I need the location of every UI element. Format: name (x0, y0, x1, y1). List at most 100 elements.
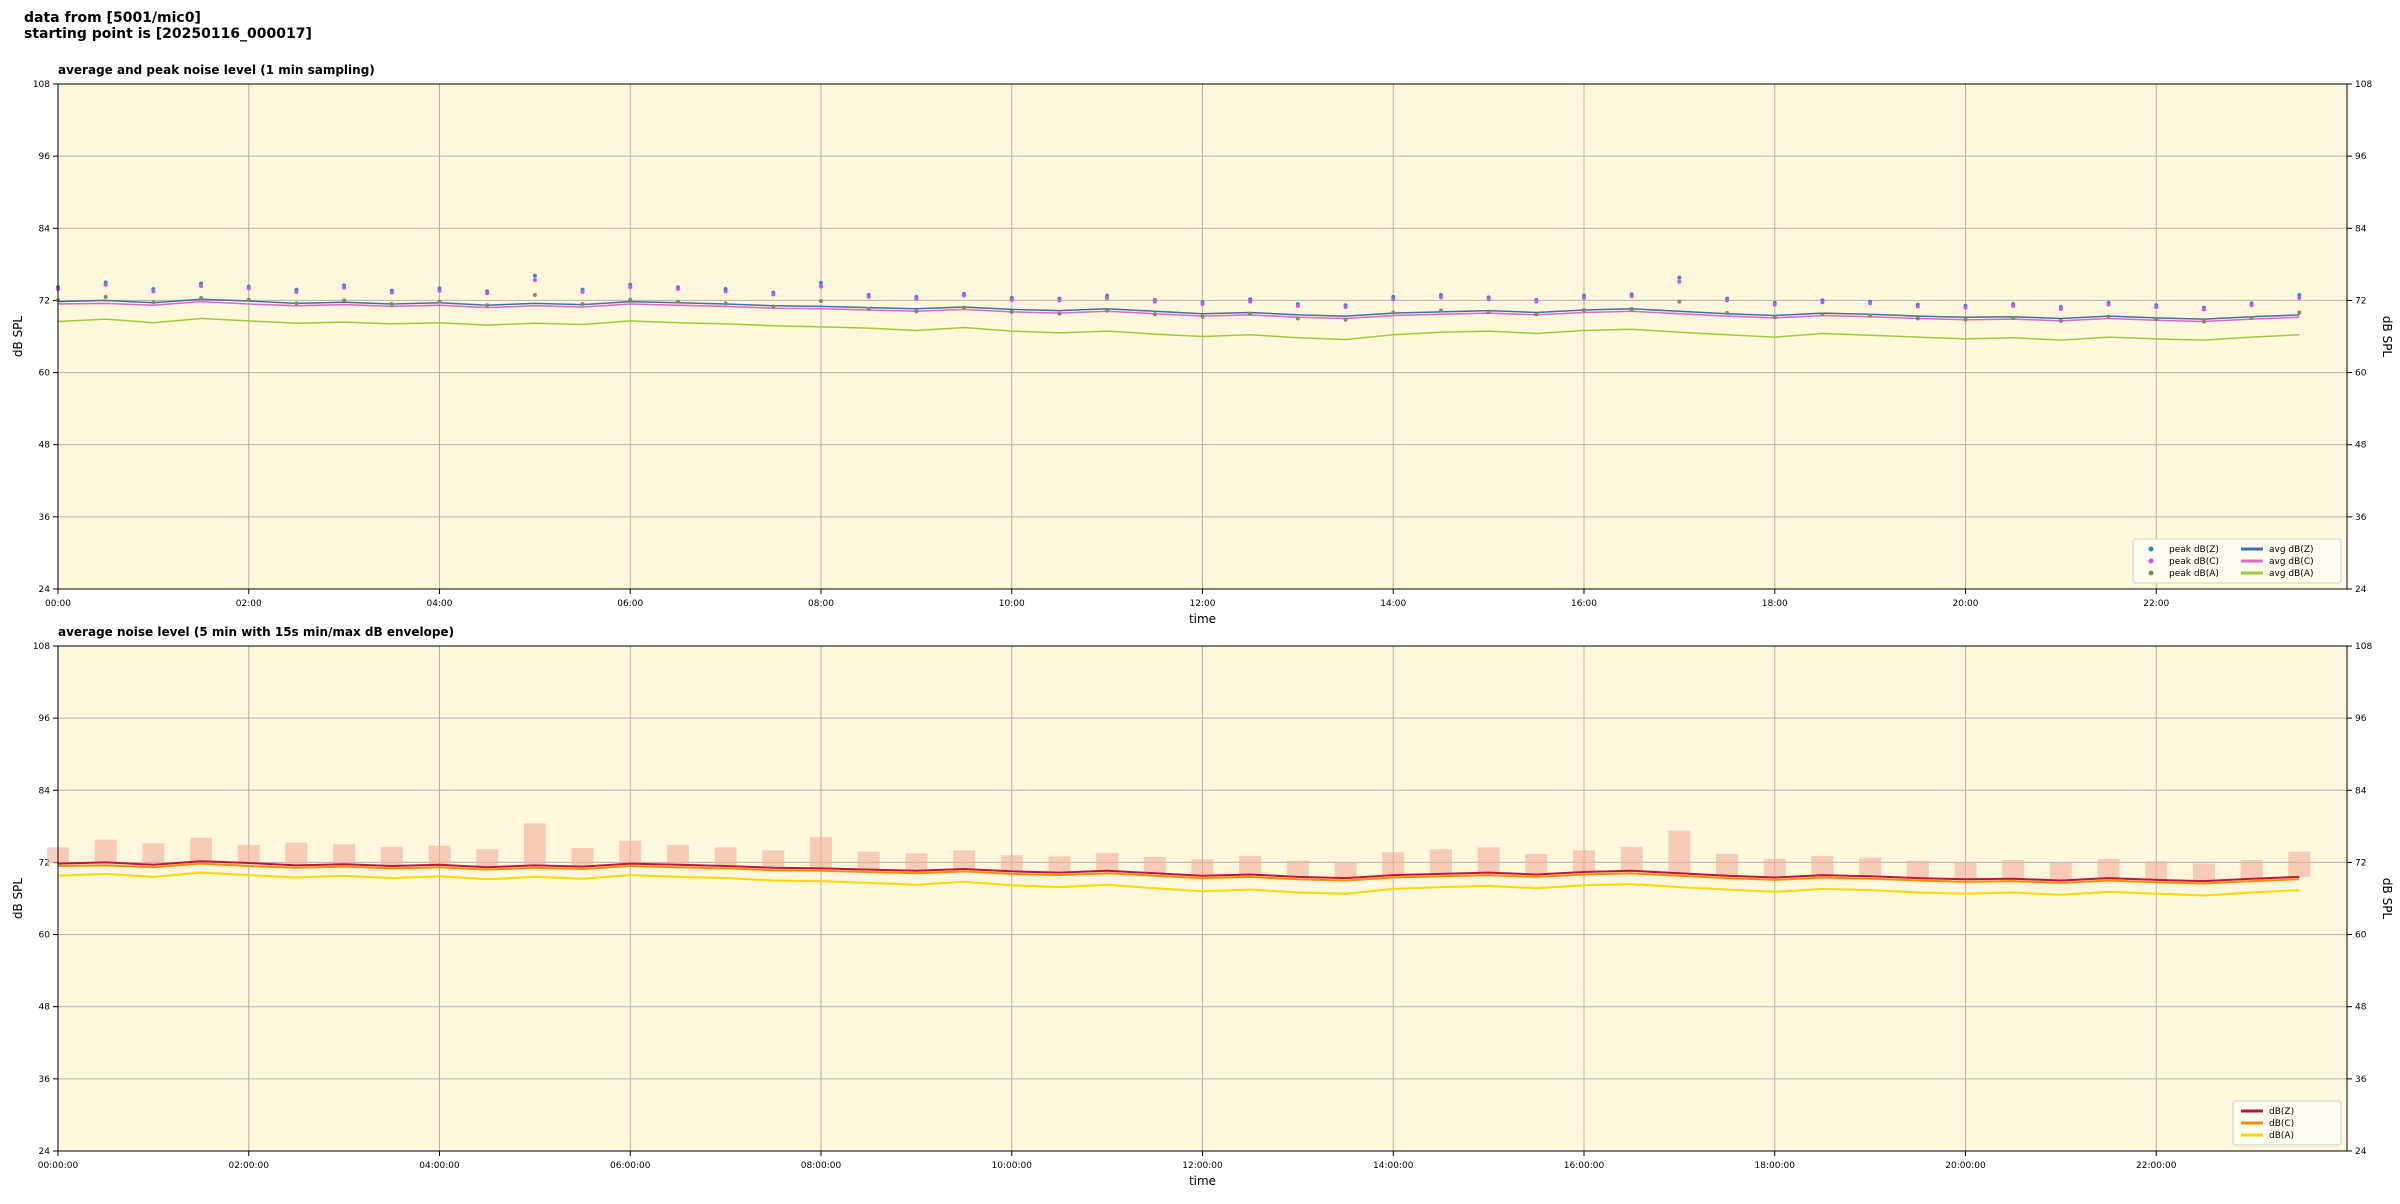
x-tick-label: 20:00:00 (1945, 1161, 1986, 1171)
peak-point (437, 288, 442, 293)
x-tick-label: 10:00 (999, 599, 1025, 609)
peak-point (1534, 299, 1539, 304)
series-line (57, 871, 2300, 897)
legend-label: dB(Z) (2269, 1107, 2294, 1117)
peak-point (2106, 302, 2111, 307)
series-line (57, 862, 2300, 885)
peak-point (2011, 315, 2016, 320)
y-tick-label: 48 (39, 441, 51, 451)
y-tick-label: 60 (39, 369, 51, 379)
peak-point (1725, 298, 1730, 303)
y-tick-label: 48 (2355, 441, 2367, 451)
x-tick-label: 16:00 (1571, 599, 1597, 609)
y-tick-label: 24 (2355, 585, 2367, 595)
peak-point (771, 292, 776, 297)
peak-point (342, 298, 347, 303)
y-tick-label: 108 (2355, 80, 2372, 90)
y-tick-label: 84 (39, 224, 51, 234)
peak-point (1868, 313, 1873, 318)
peak-point (1391, 297, 1396, 302)
peak-point (819, 284, 823, 289)
peak-point (819, 280, 823, 285)
peak-point (103, 282, 108, 287)
peak-point (723, 289, 728, 294)
legend-label: avg dB(Z) (2269, 545, 2314, 555)
chart-title: average and peak noise level (1 min samp… (58, 63, 375, 77)
peak-point (1105, 308, 1110, 313)
x-tick-label: 00:00:00 (38, 1161, 79, 1171)
peak-point (1963, 317, 1968, 322)
x-tick-label: 22:00:00 (2136, 1161, 2177, 1171)
legend-label: dB(C) (2269, 1119, 2294, 1129)
y-tick-label: 72 (2355, 296, 2366, 306)
peak-point (771, 304, 776, 309)
legend-marker (2148, 558, 2154, 564)
peak-point (1105, 296, 1110, 301)
peak-point (819, 299, 823, 304)
peak-point (675, 299, 680, 304)
peak-point (1534, 312, 1539, 317)
plot-frame (57, 645, 2348, 1152)
y-tick-label: 96 (39, 152, 51, 162)
x-tick-label: 04:00 (427, 599, 453, 609)
peak-point (294, 301, 299, 306)
x-tick-label: 12:00 (1190, 599, 1216, 609)
y-tick-label: 72 (39, 296, 50, 306)
peak-point (1200, 314, 1205, 319)
x-tick-label: 06:00 (617, 599, 643, 609)
peak-point (1868, 301, 1873, 306)
peak-point (1582, 296, 1586, 301)
peak-point (1629, 294, 1634, 299)
peak-point (962, 293, 967, 298)
peak-point (2201, 307, 2206, 312)
y-tick-label: 36 (39, 513, 51, 523)
peak-point (2297, 293, 2302, 298)
x-tick-label: 00:00 (45, 599, 71, 609)
y-tick-label: 36 (39, 1075, 51, 1085)
peak-point (1725, 311, 1730, 316)
x-tick-label: 14:00:00 (1373, 1161, 1414, 1171)
y-tick-label: 24 (39, 585, 51, 595)
x-tick-label: 08:00 (808, 599, 834, 609)
series-line (57, 300, 2300, 323)
peak-point (246, 297, 251, 302)
peak-point (485, 303, 490, 308)
peak-point (342, 285, 347, 290)
peak-point (151, 300, 156, 305)
y-tick-label: 24 (39, 1147, 51, 1157)
peak-point (1677, 279, 1682, 284)
legend-marker (2148, 546, 2154, 552)
x-tick-label: 12:00:00 (1182, 1161, 1223, 1171)
y-tick-label: 36 (2355, 513, 2367, 523)
legend-label: peak dB(Z) (2169, 545, 2219, 555)
peak-point (1915, 304, 1920, 309)
peak-point (962, 305, 967, 310)
peak-point (914, 309, 919, 314)
x-axis-label: time (1189, 1174, 1216, 1188)
peak-point (2249, 315, 2254, 320)
peak-point (1915, 316, 1920, 321)
peak-point (2154, 305, 2159, 310)
peak-point (1629, 306, 1634, 311)
peak-point (437, 299, 442, 304)
x-tick-label: 10:00:00 (992, 1161, 1033, 1171)
peak-point (1343, 317, 1348, 322)
peak-point (1152, 299, 1157, 304)
peak-point (1009, 309, 1014, 314)
peak-point (485, 291, 490, 296)
peak-point (1820, 300, 1825, 305)
legend-label: avg dB(A) (2269, 569, 2313, 579)
peak-point (2106, 314, 2111, 319)
chart-title: average noise level (5 min with 15s min/… (58, 625, 454, 639)
legend-label: dB(A) (2269, 1131, 2294, 1141)
peak-point (2201, 319, 2206, 324)
peak-point (1295, 316, 1300, 321)
peak-point (2011, 303, 2016, 308)
peak-point (2249, 303, 2254, 308)
y-tick-label: 84 (39, 786, 51, 796)
peak-point (389, 302, 394, 307)
x-tick-label: 06:00:00 (610, 1161, 651, 1171)
peak-point (628, 285, 633, 290)
legend-label: avg dB(C) (2269, 557, 2314, 567)
